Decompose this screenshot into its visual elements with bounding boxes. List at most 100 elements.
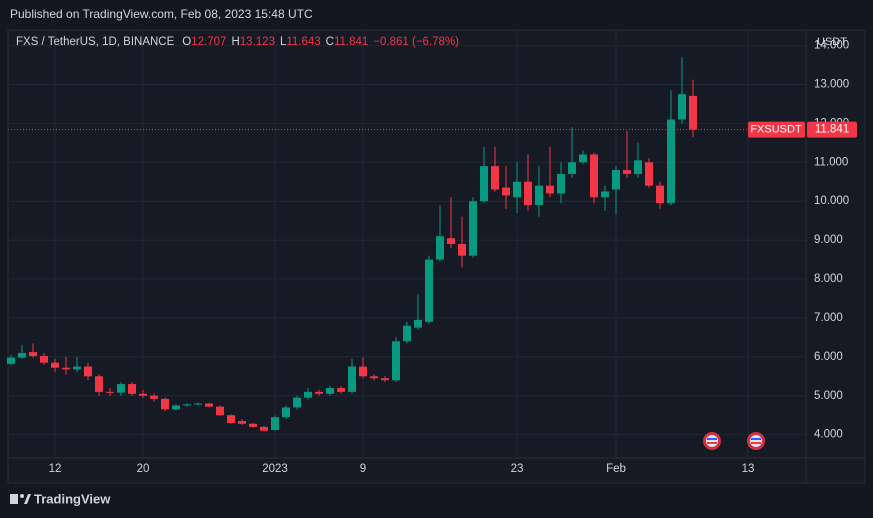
candle-body [95,376,103,392]
candle-body [238,421,246,424]
x-tick-label: 13 [742,463,755,475]
candle-body [425,259,433,322]
x-tick-label: 2023 [262,463,288,475]
y-tick-label: 9.000 [814,234,843,246]
candle-body [458,244,466,256]
candle-body [337,387,345,392]
symbol-label: FXSUSDT [750,123,802,135]
candle-body [601,191,609,198]
candle-body [40,356,48,363]
candle-body [29,352,37,357]
x-tick-label: 20 [137,463,150,475]
candle-body [524,181,532,206]
candle-body [447,238,455,244]
candle-body [359,366,367,377]
candle-body [227,415,235,423]
y-tick-label: 8.000 [814,273,843,285]
event-flags [703,432,765,450]
candle-body [106,391,114,393]
x-tick-label: 12 [49,463,62,475]
ohlc-key: C [326,36,334,48]
candle-body [436,236,444,260]
candle-body [590,154,598,198]
candle-body [612,170,620,190]
candle-body [535,185,543,206]
y-tick-label: 5.000 [814,390,843,402]
ohlc-key: O [182,36,191,48]
footer-logo: TradingView [10,491,111,506]
candle-body [623,170,631,174]
candle-body [150,395,158,399]
candle-body [579,154,587,163]
candle-body [315,391,323,394]
candle-body [513,181,521,198]
candle-body [381,378,389,381]
x-tick-label: 23 [511,463,524,475]
candle-body [480,166,488,202]
candle-body [271,417,279,430]
change-value: −0.861 (−6.78%) [373,36,459,48]
candle-body [304,391,312,398]
ohlc-value: 11.643 [286,36,320,48]
candle-body [139,393,147,396]
candle-body [62,367,70,370]
candle-body [546,185,554,194]
y-tick-label: 10.000 [814,195,849,207]
x-tick-label: Feb [606,463,626,475]
candle-body [634,160,642,174]
y-axis-label: USDT [817,36,847,48]
candle-body [348,366,356,392]
y-tick-label: 14.000 [814,40,849,52]
candle-body [667,119,675,204]
candle-body [491,166,499,190]
candle-body [7,357,15,364]
candle-body [117,384,125,393]
candle-body [557,173,565,194]
candle-body [502,187,510,196]
candle-body [216,406,224,416]
candle-body [414,319,422,328]
candle-body [293,397,301,408]
ohlc-key: H [231,36,239,48]
candle-body [282,407,290,418]
candle-body [73,366,81,370]
candle-body [172,405,180,410]
ohlc-value: 11.841 [334,36,368,48]
candle-body [84,366,92,377]
candle-body [370,376,378,379]
candle-body [249,423,257,427]
y-tick-label: 11.000 [814,156,848,168]
candle-body [645,162,653,186]
symbol-title: FXS / TetherUS, 1D, BINANCE [16,36,175,48]
last-price-bg [807,121,857,138]
candle-body [194,403,202,405]
candle-body [161,398,169,410]
candle-body [183,404,191,406]
candle-body [678,94,686,120]
y-tick-label: 4.000 [814,429,843,441]
symbol-label-bg [748,121,805,138]
candle-body [469,201,477,256]
last-price-label: 11.841 [815,124,849,136]
candle-body [260,426,268,431]
ohlc-value: 12.707 [191,36,226,48]
candle-body [326,387,334,394]
y-tick-label: 13.000 [814,79,849,91]
x-tick-label: 9 [360,463,366,475]
candle-body [128,384,136,394]
candle-body [568,162,576,174]
candle-body [403,325,411,342]
ohlc-value: 13.123 [240,36,275,48]
candle-body [51,362,59,368]
footer-brand: TradingView [34,491,111,506]
y-tick-label: 7.000 [814,312,843,324]
candle-body [392,341,400,381]
ohlc-key: L [280,36,287,48]
candle-body [656,185,664,204]
candle-body [205,403,213,407]
candle-body [689,95,697,130]
published-header: Published on TradingView.com, Feb 08, 20… [10,7,313,21]
candle-body [18,352,26,358]
